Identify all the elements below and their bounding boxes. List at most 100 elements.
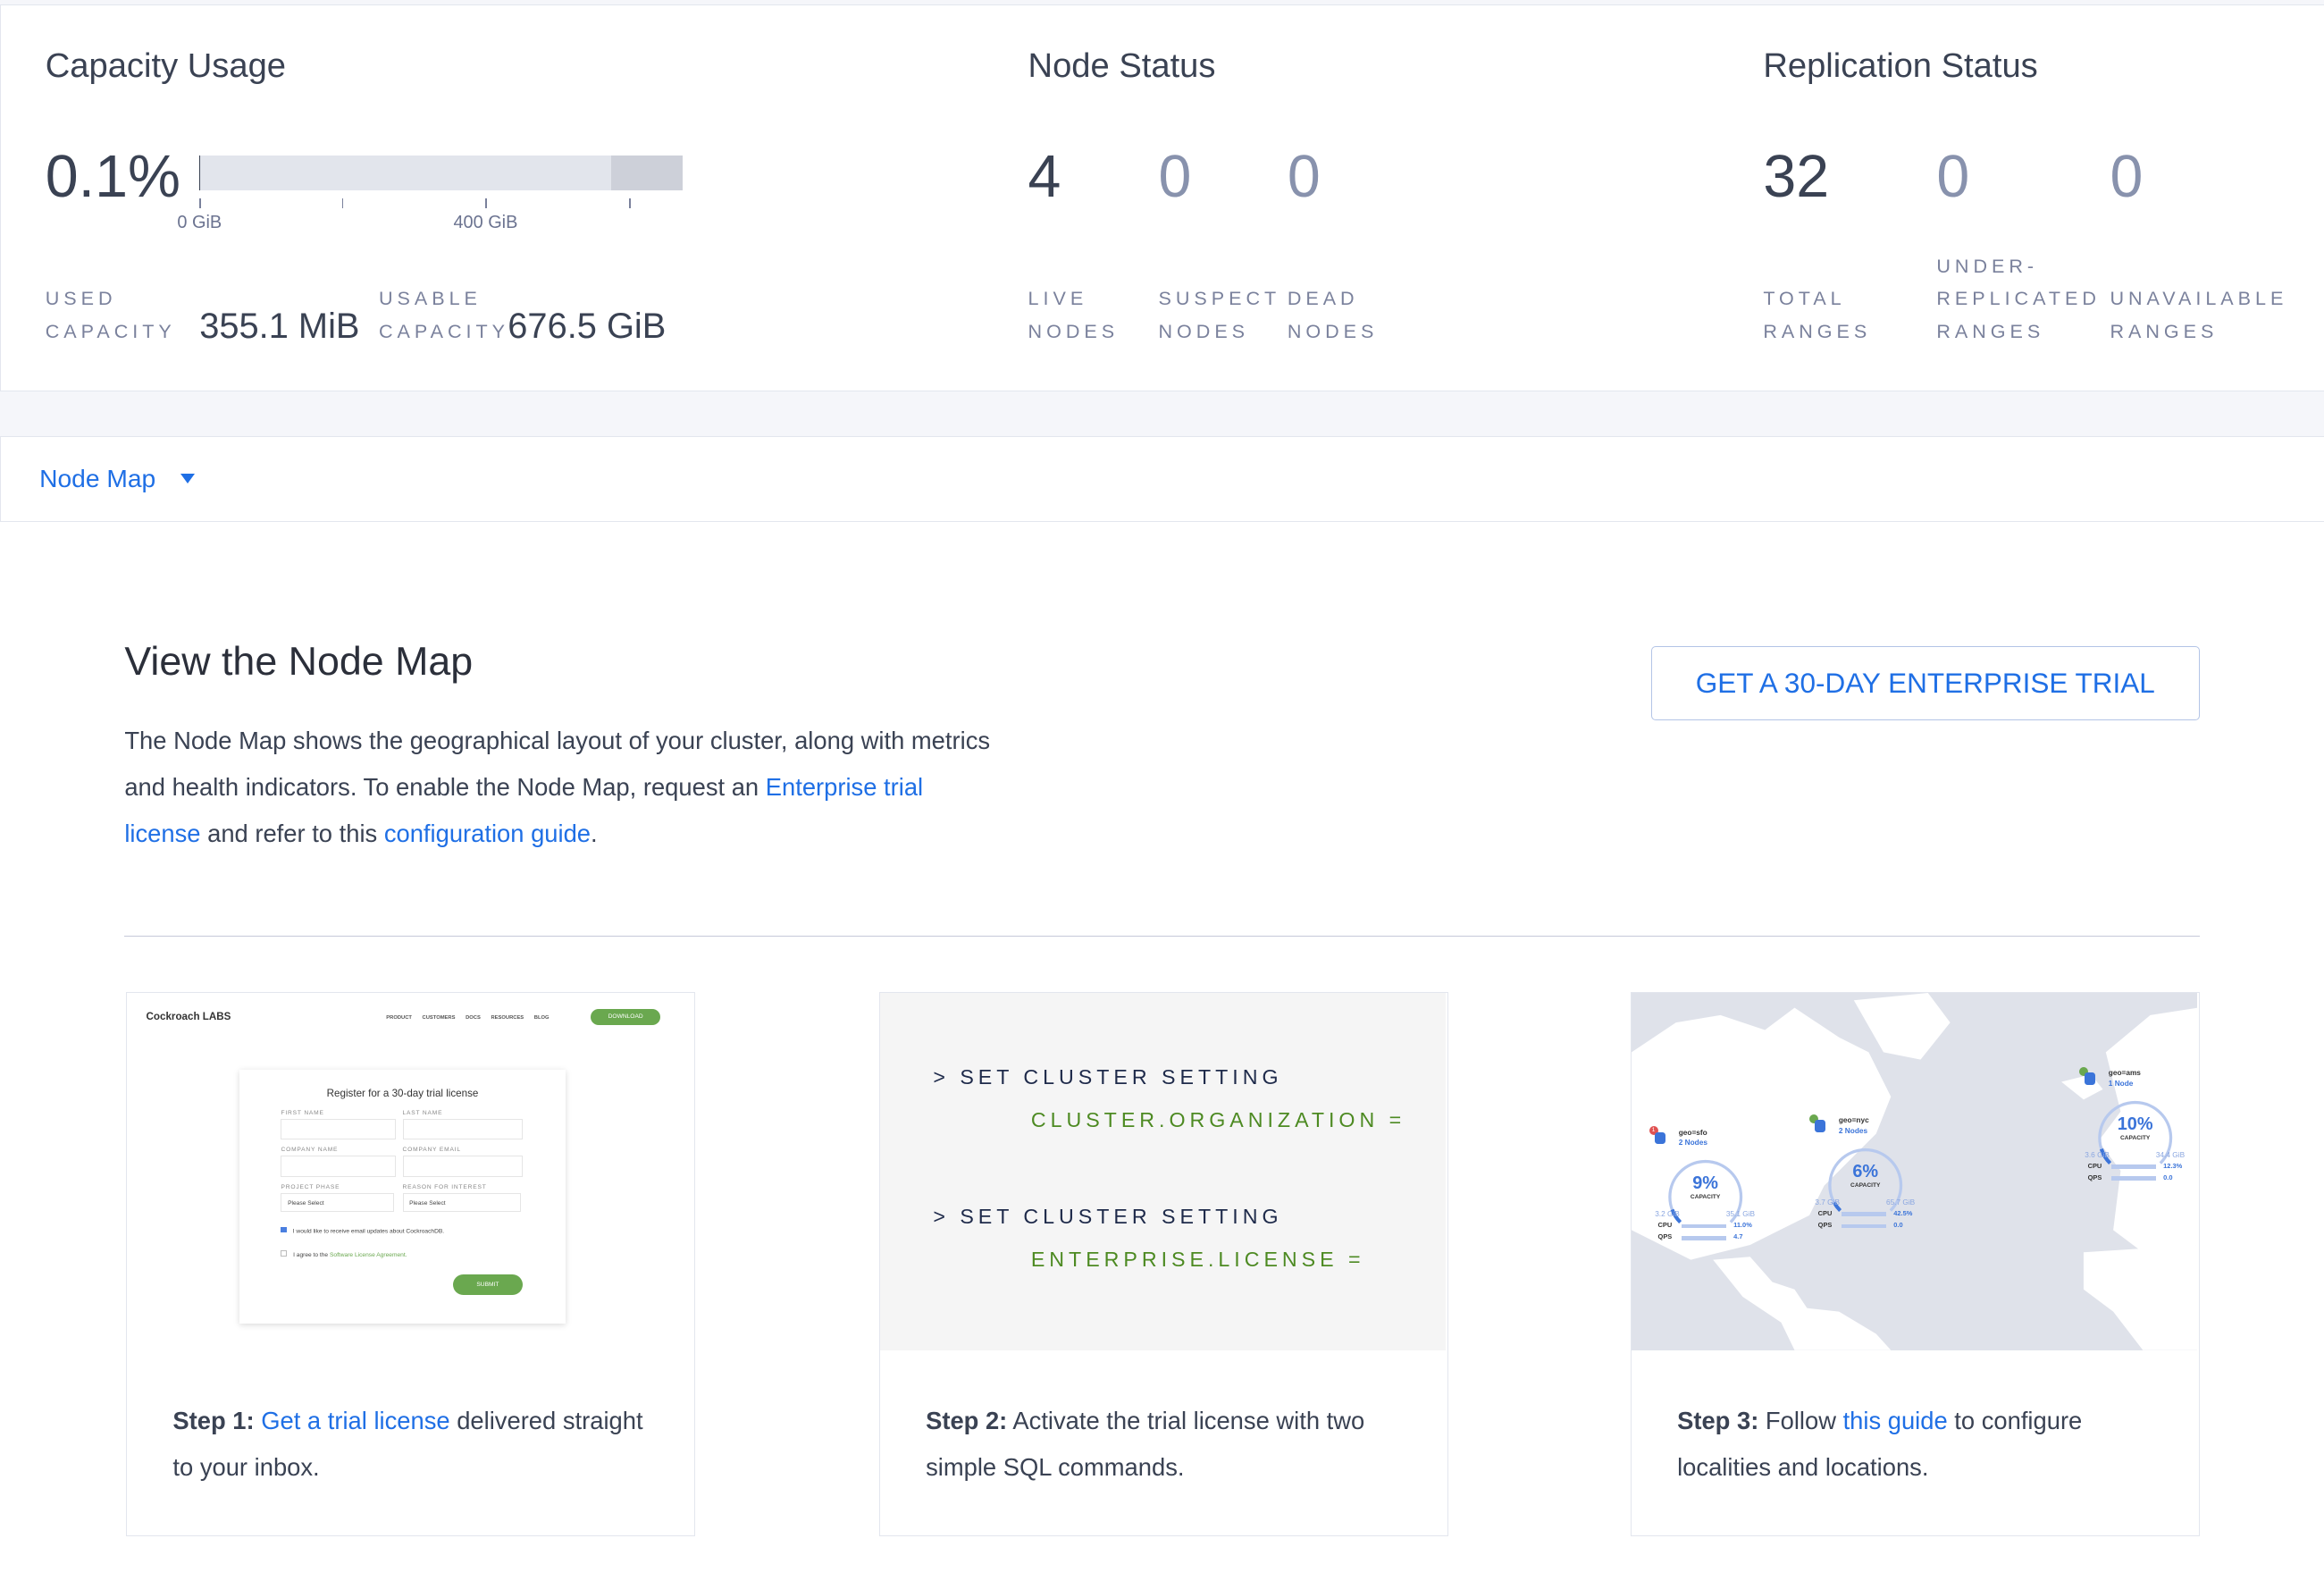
configuration-guide-link[interactable]: configuration guide (383, 820, 591, 848)
label-line: SUSPECT (1158, 287, 1281, 310)
healthy-check-icon (1808, 1114, 1818, 1123)
gauge-fill (1670, 1208, 1682, 1224)
database-icon (1655, 1131, 1665, 1144)
region-nodes: 1 Node (2108, 1078, 2134, 1088)
nav-item: BLOG (533, 1014, 550, 1021)
region-qps: 4.7 (1733, 1232, 1743, 1241)
get-trial-license-link[interactable]: Get a trial license (261, 1406, 450, 1434)
region-cpu: 11.0% (1733, 1221, 1752, 1230)
capacity-gauge (1828, 1148, 1903, 1212)
checkbox-icon (281, 1250, 288, 1257)
region-2: geo=ams 1 Node 10% CAPACITY 3.6 GiB 34.4… (2078, 1066, 2197, 1191)
caret-down-icon (180, 473, 196, 483)
region-total: 35.1 GiB (1725, 1208, 1756, 1218)
nav-item: DOCS (466, 1014, 481, 1021)
cpu-sparkline (1842, 1212, 1886, 1217)
label-line: DEAD (1287, 287, 1359, 310)
step-label: Step 3: (1677, 1406, 1759, 1434)
sql-argument: CLUSTER.ORGANIZATION = (1030, 1108, 1406, 1132)
qps-sparkline (2111, 1176, 2156, 1181)
under-replicated-value: 0 (1936, 144, 1970, 211)
capacity-title: Capacity Usage (45, 46, 286, 86)
node-status-title: Node Status (1028, 46, 1216, 86)
field-box (402, 1156, 524, 1177)
region-name: geo=ams (2108, 1068, 2141, 1078)
dead-nodes-value: 0 (1287, 144, 1321, 211)
field-label: COMPANY EMAIL (402, 1147, 461, 1154)
text: I agree to the (293, 1252, 330, 1259)
usable-capacity-value: 676.5 GiB (508, 306, 667, 346)
select-box: Please Select (281, 1192, 394, 1213)
label-line: CAPACITY (378, 319, 509, 342)
nav-item: PRODUCT (386, 1014, 412, 1021)
step-2-text: Step 2: Activate the trial license with … (926, 1398, 1414, 1492)
sql-commands-illustration: > SET CLUSTER SETTING CLUSTER.ORGANIZATI… (879, 992, 1447, 1350)
text: to configure localities and locations. (1677, 1406, 2083, 1481)
qps-label: QPS (2087, 1173, 2102, 1182)
enterprise-trial-link[interactable]: Enterprise trial license (124, 773, 924, 848)
field-label: COMPANY NAME (281, 1147, 339, 1154)
illus-submit-button: SUBMIT (452, 1274, 523, 1296)
region-used: 3.2 GiB (1655, 1208, 1680, 1218)
step-card-1: Cockroach LABS PRODUCT CUSTOMERS DOCS RESOU… (125, 991, 695, 1536)
text: Follow (1758, 1406, 1843, 1434)
capacity-gauge (1668, 1160, 1743, 1224)
text: . (591, 820, 598, 848)
unavailable-label: UNAVAILABLE RANGES (2110, 282, 2287, 348)
enterprise-trial-button[interactable]: GET A 30-DAY ENTERPRISE TRIAL (1650, 646, 2200, 721)
select-text: Please Select (288, 1199, 324, 1206)
illus-checkbox-1: I would like to receive email updates ab… (281, 1226, 445, 1235)
used-capacity-value: 355.1 MiB (199, 306, 360, 346)
region-name: geo=nyc (1838, 1115, 1869, 1125)
field-label: PROJECT PHASE (281, 1183, 340, 1190)
node-map-illustration: 1 geo=sfo 2 Nodes 9% CAPACITY 3.2 GiB 35… (1631, 992, 2198, 1350)
capacity-bar-used (199, 155, 200, 191)
usable-capacity-label: USABLE CAPACITY (379, 282, 509, 348)
text: The Node Map shows the geographical layo… (124, 726, 991, 802)
region-used: 3.7 GiB (1815, 1197, 1840, 1206)
illus-nav: PRODUCT CUSTOMERS DOCS RESOURCES BLOG (386, 1015, 549, 1021)
region-cpu: 42.5% (1893, 1208, 1913, 1217)
nav-item: CUSTOMERS (422, 1014, 456, 1021)
field-label: FIRST NAME (281, 1109, 324, 1116)
sql-command: > SET CLUSTER SETTING (933, 1204, 1283, 1228)
capacity-bar-reserved (611, 155, 684, 191)
total-ranges-label: TOTAL RANGES (1763, 282, 1871, 348)
cpu-sparkline (2111, 1164, 2156, 1170)
this-guide-link[interactable]: this guide (1842, 1406, 1948, 1434)
database-icon (1815, 1120, 1825, 1132)
axis-tick (341, 198, 344, 209)
sql-argument: ENTERPRISE.LICENSE = (1030, 1248, 1365, 1272)
tick-label: 400 GiB (453, 213, 518, 233)
capacity-percent: 0.1% (45, 144, 180, 211)
unavailable-value: 0 (2110, 144, 2144, 211)
region-total: 34.4 GiB (2155, 1149, 2186, 1159)
label-line: CAPACITY (45, 319, 176, 342)
view-dropdown[interactable]: Node Map (39, 463, 196, 493)
axis-tick (629, 198, 631, 209)
gauge-track (1668, 1160, 1743, 1223)
label-line: RANGES (1763, 319, 1872, 342)
healthy-check-icon (2078, 1066, 2088, 1076)
world-map-land (1631, 992, 2198, 1350)
step-label: Step 1: (172, 1406, 255, 1434)
label-line: USABLE (378, 287, 482, 310)
text: Activate the trial license with two simp… (926, 1406, 1365, 1481)
region-qps: 0.0 (2163, 1173, 2173, 1182)
illus-form: Register for a 30-day trial license FIRS… (239, 1069, 566, 1324)
region-capacity-label: CAPACITY (2119, 1134, 2151, 1141)
label-line: NODES (1158, 319, 1250, 342)
view-dropdown-value: Node Map (39, 463, 156, 492)
used-capacity-label: USED CAPACITY (46, 282, 176, 348)
gauge-track (1828, 1148, 1903, 1212)
label-line: UNDER- (1936, 254, 2039, 277)
select-box: Please Select (402, 1192, 522, 1213)
label-line: NODES (1028, 319, 1120, 342)
text: I would like to receive email updates ab… (292, 1228, 445, 1235)
field-box (281, 1156, 396, 1177)
capacity-bar (199, 155, 684, 191)
region-1: geo=nyc 2 Nodes 6% CAPACITY 3.7 GiB 65.7… (1808, 1114, 1931, 1239)
suspect-nodes-value: 0 (1158, 144, 1192, 211)
label-line: LIVE (1028, 287, 1088, 310)
suspect-nodes-label: SUSPECT NODES (1159, 282, 1281, 348)
